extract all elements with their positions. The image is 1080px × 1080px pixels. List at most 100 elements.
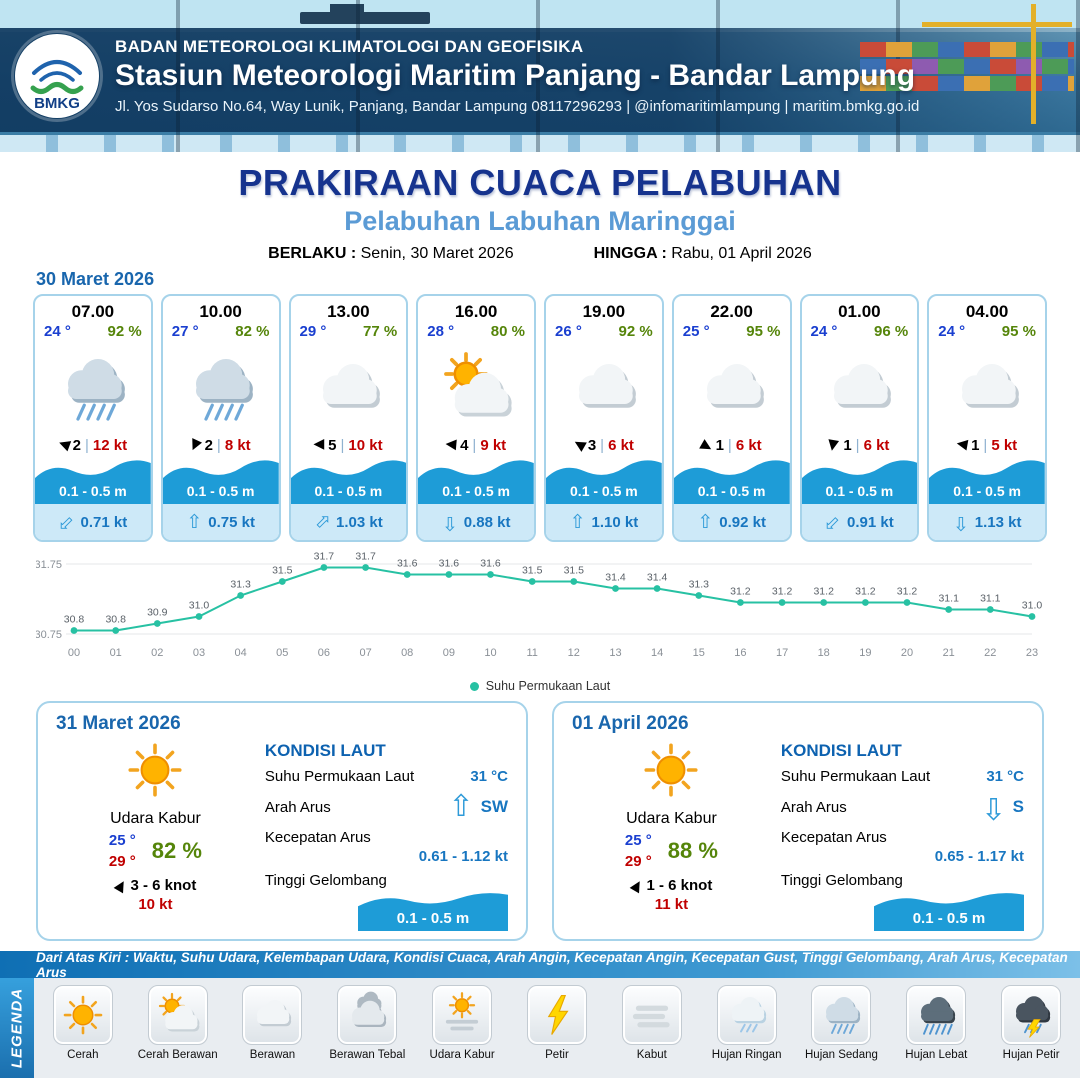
wave-height-band: 0.1 - 0.5 m — [673, 458, 790, 504]
svg-text:31.3: 31.3 — [230, 579, 251, 591]
current-speed-value: 0.61 - 1.12 kt — [418, 848, 508, 865]
cloudy-icon — [929, 340, 1045, 437]
svg-text:31.2: 31.2 — [730, 586, 751, 598]
rain-light-icon — [716, 985, 777, 1045]
temps-row: 25 ° 29 ° 82 % — [109, 830, 202, 872]
humidity: 82 % — [235, 323, 270, 340]
air-temperature: 29 ° — [299, 323, 327, 340]
legend-item: Hujan Petir — [985, 985, 1077, 1061]
wind-speed: 2 — [204, 437, 213, 454]
sun-cloud-icon — [147, 985, 208, 1045]
svg-text:16: 16 — [734, 647, 746, 659]
svg-text:05: 05 — [276, 647, 288, 659]
condition-label: Udara Kabur — [110, 810, 201, 827]
svg-text:31.2: 31.2 — [772, 586, 793, 598]
chart-legend: Suhu Permukaan Laut — [36, 679, 1044, 693]
legend-title: LEGENDA — [8, 987, 26, 1069]
air-temperature: 24 ° — [44, 323, 71, 340]
current-direction-icon: ⇧ — [569, 511, 586, 533]
rain-icon — [163, 340, 279, 437]
wave-row: Tinggi Gelombang — [265, 872, 508, 889]
gust-speed: 10 kt — [138, 896, 173, 913]
current-direction-row: Arah Arus ⇧ SW — [265, 792, 508, 822]
svg-text:06: 06 — [318, 647, 330, 659]
sst-row: Suhu Permukaan Laut 31 °C — [265, 768, 508, 785]
valid-from: BERLAKU : Senin, 30 Maret 2026 — [268, 245, 513, 263]
wind-speed: 1 — [971, 437, 980, 454]
svg-text:01: 01 — [110, 647, 122, 659]
forecast-card: 04.00 24 ° 95 % ▶ 1 | 5 kt 0.1 - 0.5 m ⇧… — [927, 294, 1047, 542]
wind-direction-icon: ▶ — [445, 437, 457, 454]
outlook-body: Udara Kabur 25 ° 29 ° 88 % ▶ 1 - 6 knot … — [572, 737, 1024, 931]
wave-height-badge: 0.1 - 0.5 m — [358, 891, 508, 931]
wave-height-value: 0.1 - 0.5 m — [442, 483, 510, 499]
outlook-cards-row: 31 Maret 2026 Udara Kabur 25 ° 29 ° 82 %… — [36, 701, 1044, 941]
wind-direction-icon: ▶ — [110, 877, 129, 894]
humidity: 80 % — [490, 323, 525, 340]
humidity: 95 % — [746, 323, 781, 340]
current-direction-icon: ⇧ — [53, 508, 80, 536]
current-band: ⇧ 0.91 kt — [801, 504, 918, 540]
outlook-weather: Udara Kabur 25 ° 29 ° 82 % ▶ 3 - 6 knot … — [56, 737, 255, 931]
legend-item: Cerah — [37, 985, 129, 1061]
wave-height-band: 0.1 - 0.5 m — [801, 458, 918, 504]
gust-speed: 6 kt — [863, 437, 890, 454]
wind-row: ▶ 4 | 9 kt — [418, 437, 534, 458]
cloudy-icon — [674, 340, 790, 437]
bmkg-logo-icon: BMKG — [15, 34, 99, 118]
header-text: BADAN METEOROLOGI KLIMATOLOGI DAN GEOFIS… — [115, 37, 919, 115]
air-temperature: 24 ° — [938, 323, 966, 340]
wind-range: 1 - 6 knot — [646, 877, 713, 894]
gust-speed: 9 kt — [480, 437, 507, 454]
wave-icon — [358, 893, 508, 931]
air-temperature: 24 ° — [810, 323, 838, 340]
svg-text:07: 07 — [359, 647, 371, 659]
wind-speed: 4 — [460, 437, 469, 454]
svg-text:14: 14 — [651, 647, 663, 659]
legend-item: Hujan Ringan — [701, 985, 793, 1061]
svg-text:31.2: 31.2 — [855, 586, 876, 598]
temp-humidity-row: 24 ° 96 % — [802, 322, 918, 340]
gust-speed: 6 kt — [608, 437, 634, 454]
temp-humidity-row: 25 ° 95 % — [674, 322, 790, 340]
crane-illustration — [922, 22, 1072, 27]
separator: | — [340, 437, 345, 454]
svg-text:31.0: 31.0 — [189, 600, 210, 612]
separator: | — [84, 437, 89, 454]
wave-icon — [874, 893, 1024, 931]
svg-text:31.0: 31.0 — [1022, 600, 1043, 612]
current-direction-icon: ⇧ — [697, 511, 714, 533]
forecast-card: 07.00 24 ° 92 % ▶ 2 | 12 kt 0.1 - 0.5 m … — [33, 294, 153, 542]
svg-text:31.4: 31.4 — [605, 572, 626, 584]
wind-direction-icon: ▶ — [570, 436, 587, 455]
legend-item-label: Berawan Tebal — [329, 1049, 406, 1061]
svg-text:30.75: 30.75 — [36, 629, 62, 641]
temp-humidity-row: 24 ° 95 % — [929, 322, 1045, 340]
sun-icon — [638, 737, 704, 808]
current-direction-row: Arah Arus ⇧ S — [781, 791, 1024, 824]
legend-item-label: Hujan Lebat — [905, 1049, 968, 1061]
outlook-card-2: 01 April 2026 Udara Kabur 25 ° 29 ° 88 %… — [552, 701, 1044, 941]
header: BMKG BADAN METEOROLOGI KLIMATOLOGI DAN G… — [0, 0, 1080, 152]
svg-text:31.1: 31.1 — [938, 593, 959, 605]
svg-text:10: 10 — [484, 647, 496, 659]
valid-from-value: Senin, 30 Maret 2026 — [360, 245, 514, 262]
wave-icon — [929, 460, 1045, 504]
svg-text:13: 13 — [609, 647, 621, 659]
wave-height-value: 0.1 - 0.5 m — [953, 483, 1021, 499]
svg-text:31.7: 31.7 — [355, 551, 376, 563]
forecast-card: 16.00 28 ° 80 % ▶ 4 | 9 kt 0.1 - 0.5 m ⇧… — [416, 294, 536, 542]
current-direction-icon: ⇧ — [952, 511, 969, 533]
svg-text:23: 23 — [1026, 647, 1038, 659]
gust-speed: 10 kt — [348, 437, 383, 454]
validity-row: BERLAKU : Senin, 30 Maret 2026 HINGGA : … — [0, 245, 1080, 263]
svg-text:31.5: 31.5 — [564, 565, 585, 577]
wind-direction-icon: ▶ — [698, 436, 715, 455]
svg-text:17: 17 — [776, 647, 788, 659]
sst-label: Suhu Permukaan Laut — [264, 768, 415, 785]
storm-icon — [526, 985, 587, 1045]
sst-value: 31 °C — [470, 768, 508, 785]
svg-text:30.9: 30.9 — [147, 607, 168, 619]
svg-text:31.3: 31.3 — [689, 579, 710, 591]
forecast-time: 07.00 — [71, 302, 115, 321]
